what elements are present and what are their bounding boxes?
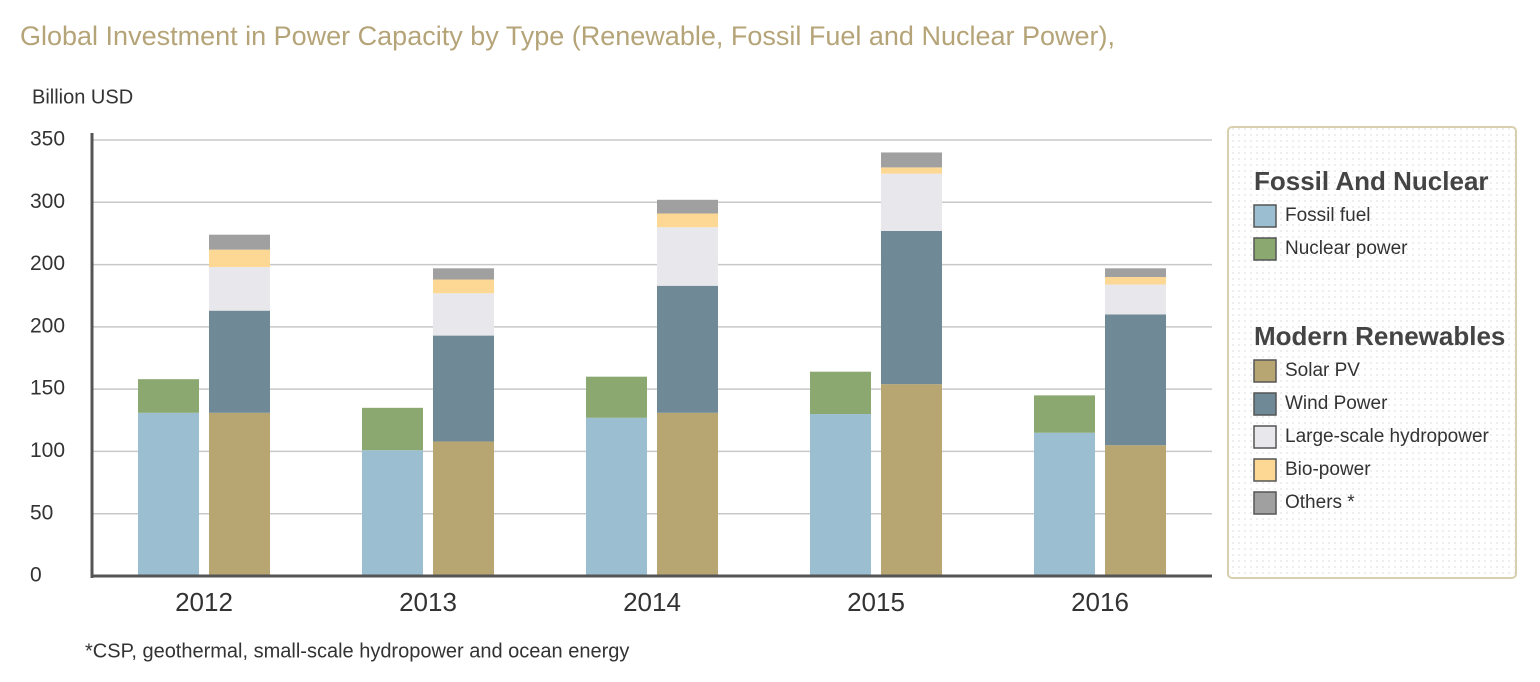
legend-swatch [1253,359,1277,383]
legend-swatch [1253,392,1277,416]
bar-segment [881,167,942,174]
y-tick-label: 150 [30,377,65,400]
bar-segment [209,267,270,311]
bar-segment [1034,432,1095,576]
bar-segment [657,213,718,228]
bar-segment [657,199,718,214]
bar-segment [1105,314,1166,446]
x-tick-label: 2014 [623,587,681,617]
bar-segment [586,417,647,576]
bar-segment [881,173,942,231]
legend-label: Others * [1285,492,1355,513]
legend-box [1227,126,1517,579]
bar-segment [586,376,647,418]
y-tick-label: 350 [30,128,65,151]
bar-segment [881,384,942,576]
y-axis-label: Billion USD [32,86,133,108]
y-tick-label: 0 [30,564,42,587]
bar-segment [810,414,871,576]
y-tick-label: 300 [30,190,65,213]
bar-segment [433,279,494,294]
bar-segment [1105,268,1166,278]
bar-segment [433,293,494,336]
chart-title: Global Investment in Power Capacity by T… [20,21,1115,51]
legend-swatch [1253,491,1277,515]
legend-swatch [1253,204,1277,228]
bar-segment [881,152,942,168]
x-tick-label: 2015 [847,587,905,617]
legend-swatch [1253,425,1277,449]
bar-segment [362,407,423,451]
bar-segment [209,249,270,268]
x-tick-label: 2016 [1071,587,1129,617]
bar-segment [209,310,270,413]
bar-segment [657,227,718,286]
bar-segment [1105,277,1166,285]
legend-label: Large-scale hydropower [1285,426,1490,447]
bar-segment [138,412,199,576]
y-tick-label: 200 [30,314,65,337]
bar-segment [209,234,270,250]
legend-label: Wind Power [1285,393,1388,414]
legend-label: Nuclear power [1285,238,1408,259]
legend-label: Bio-power [1285,459,1371,480]
bar-segment [433,335,494,442]
bar-segment [657,412,718,576]
x-tick-label: 2012 [175,587,233,617]
bar-segment [433,441,494,576]
bar-segment [657,285,718,413]
bar-segment [881,230,942,385]
bar-segment [362,450,423,576]
bar-segment [138,379,199,413]
bar-segment [1105,284,1166,315]
y-tick-label: 100 [30,439,65,462]
bar-segment [433,268,494,280]
bar-segment [1034,395,1095,433]
y-tick-label: 200 [30,252,65,275]
footnote: *CSP, geothermal, small-scale hydropower… [85,640,629,662]
bar-segment [810,371,871,415]
legend-label: Fossil fuel [1285,205,1371,226]
legend-label: Solar PV [1285,360,1360,381]
legend-group-title: Fossil And Nuclear [1254,166,1489,196]
bar-segment [1105,445,1166,576]
legend-group-title: Modern Renewables [1254,321,1505,351]
legend-swatch [1253,237,1277,261]
y-tick-label: 50 [30,501,53,524]
bar-segment [209,412,270,576]
x-tick-label: 2013 [399,587,457,617]
legend-swatch [1253,458,1277,482]
